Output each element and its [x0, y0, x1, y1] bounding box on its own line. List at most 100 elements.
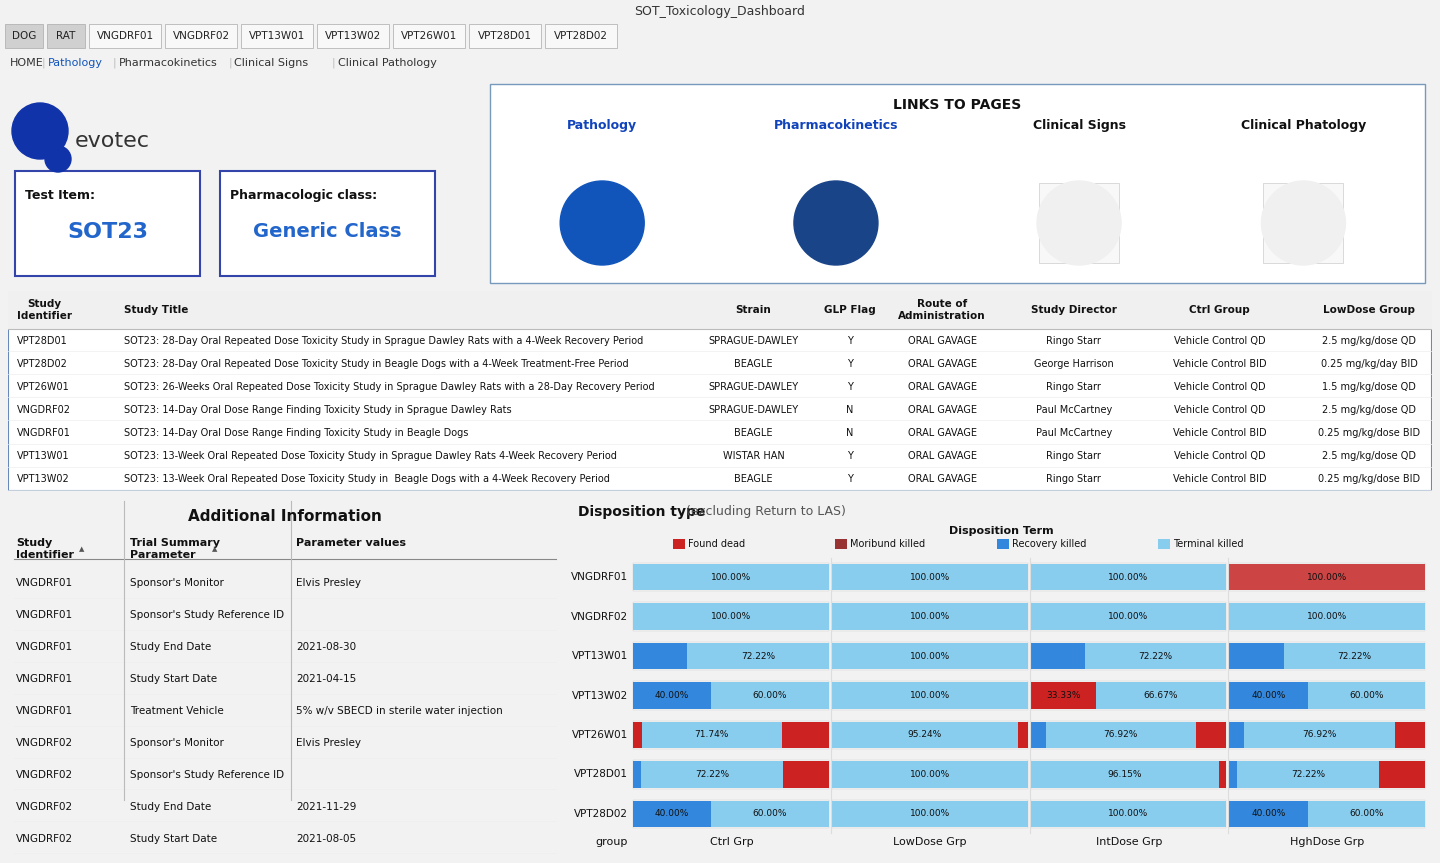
Bar: [1031, 564, 1227, 590]
Bar: [634, 602, 829, 631]
Text: Additional Information: Additional Information: [189, 508, 382, 524]
Bar: [832, 681, 1028, 709]
Bar: [1031, 800, 1227, 828]
Bar: [832, 642, 1028, 671]
Text: Parameter values: Parameter values: [297, 538, 406, 548]
Bar: [832, 721, 1018, 748]
Text: Disposition Term: Disposition Term: [949, 526, 1053, 536]
Bar: [832, 721, 1028, 749]
Text: |: |: [42, 58, 46, 68]
Bar: [634, 801, 711, 827]
Text: VPT13W01: VPT13W01: [249, 31, 305, 41]
Text: Ringo Starr: Ringo Starr: [1047, 336, 1102, 345]
Text: VPT28D02: VPT28D02: [575, 809, 628, 819]
Text: 2.5 mg/kg/dose QD: 2.5 mg/kg/dose QD: [1322, 336, 1417, 345]
Bar: [634, 800, 829, 828]
Text: Y: Y: [847, 475, 852, 484]
Bar: [641, 721, 782, 748]
Text: Pharmacokinetics: Pharmacokinetics: [118, 58, 217, 68]
Text: Study Director: Study Director: [1031, 305, 1117, 315]
Text: BEAGLE: BEAGLE: [734, 359, 773, 369]
FancyBboxPatch shape: [1040, 183, 1119, 263]
Bar: [1045, 721, 1197, 748]
Circle shape: [793, 181, 878, 265]
Bar: [1230, 761, 1237, 788]
Text: GLP Flag: GLP Flag: [824, 305, 876, 315]
Text: Study End Date: Study End Date: [130, 802, 212, 812]
Text: 0.25 mg/kg/dose BID: 0.25 mg/kg/dose BID: [1318, 475, 1420, 484]
Bar: [832, 761, 1028, 788]
Text: Terminal killed: Terminal killed: [1174, 539, 1244, 549]
Bar: [1197, 721, 1227, 748]
Bar: [674, 539, 685, 549]
Bar: [1031, 563, 1227, 591]
Text: |: |: [331, 58, 336, 68]
Bar: [1230, 760, 1426, 789]
FancyBboxPatch shape: [220, 171, 435, 276]
Text: VPT28D02: VPT28D02: [17, 359, 68, 369]
Text: Study Start Date: Study Start Date: [130, 834, 217, 844]
Bar: [1031, 721, 1045, 748]
Text: VPT13W01: VPT13W01: [572, 651, 628, 661]
Text: 60.00%: 60.00%: [1349, 809, 1384, 818]
Text: 66.67%: 66.67%: [1143, 691, 1178, 700]
Bar: [832, 564, 1028, 590]
Bar: [317, 24, 389, 48]
Bar: [1244, 721, 1395, 748]
Text: Paul McCartney: Paul McCartney: [1035, 405, 1112, 415]
Bar: [240, 24, 312, 48]
Bar: [1031, 603, 1227, 630]
Text: VPT26W01: VPT26W01: [400, 31, 456, 41]
Bar: [711, 801, 829, 827]
Bar: [634, 681, 829, 709]
Text: 100.00%: 100.00%: [1308, 573, 1348, 582]
Text: group: group: [596, 837, 628, 847]
Text: RAT: RAT: [56, 31, 76, 41]
Text: VPT13W02: VPT13W02: [325, 31, 382, 41]
Bar: [89, 24, 161, 48]
Text: BEAGLE: BEAGLE: [734, 475, 773, 484]
Circle shape: [12, 103, 68, 159]
Text: 71.74%: 71.74%: [694, 730, 729, 740]
Text: ORAL GAVAGE: ORAL GAVAGE: [907, 381, 976, 392]
Text: SPRAGUE-DAWLEY: SPRAGUE-DAWLEY: [708, 336, 799, 345]
Text: 100.00%: 100.00%: [910, 573, 950, 582]
Bar: [634, 563, 829, 591]
Text: ORAL GAVAGE: ORAL GAVAGE: [907, 359, 976, 369]
Bar: [1230, 721, 1426, 749]
Text: |: |: [112, 58, 117, 68]
Text: Paul McCartney: Paul McCartney: [1035, 428, 1112, 438]
Text: SOT_Toxicology_Dashboard: SOT_Toxicology_Dashboard: [635, 4, 805, 17]
Text: Vehicle Control BID: Vehicle Control BID: [1174, 475, 1267, 484]
Bar: [1031, 643, 1084, 670]
Text: HghDose Grp: HghDose Grp: [1290, 837, 1365, 847]
Text: 2021-11-29: 2021-11-29: [297, 802, 357, 812]
Bar: [634, 761, 641, 788]
Text: 60.00%: 60.00%: [753, 691, 788, 700]
Bar: [832, 800, 1028, 828]
Text: WISTAR HAN: WISTAR HAN: [723, 451, 785, 462]
Bar: [544, 24, 616, 48]
Bar: [832, 603, 1028, 630]
Text: 72.22%: 72.22%: [742, 652, 775, 660]
Bar: [1230, 681, 1426, 709]
Text: BEAGLE: BEAGLE: [734, 428, 773, 438]
Bar: [1230, 800, 1426, 828]
Text: VPT26W01: VPT26W01: [17, 381, 69, 392]
FancyBboxPatch shape: [9, 291, 1431, 491]
Text: ORAL GAVAGE: ORAL GAVAGE: [907, 451, 976, 462]
Text: VNGDRF01: VNGDRF01: [570, 572, 628, 583]
Text: Y: Y: [847, 381, 852, 392]
Text: 2021-08-05: 2021-08-05: [297, 834, 356, 844]
Text: evotec: evotec: [75, 131, 150, 151]
Text: Y: Y: [847, 336, 852, 345]
Text: 0.25 mg/kg/day BID: 0.25 mg/kg/day BID: [1320, 359, 1418, 369]
Text: Y: Y: [847, 359, 852, 369]
Text: VPT13W02: VPT13W02: [572, 690, 628, 701]
Bar: [1230, 642, 1426, 671]
Text: 60.00%: 60.00%: [753, 809, 788, 818]
Bar: [1031, 642, 1227, 671]
Text: Vehicle Control QD: Vehicle Control QD: [1174, 405, 1266, 415]
Text: ORAL GAVAGE: ORAL GAVAGE: [907, 428, 976, 438]
Bar: [1031, 760, 1227, 789]
